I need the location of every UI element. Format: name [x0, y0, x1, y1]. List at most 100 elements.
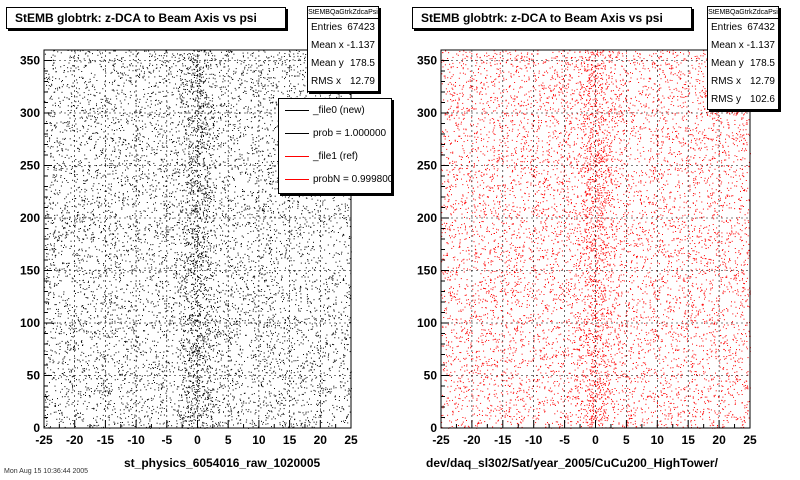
scatter-point	[133, 403, 135, 405]
scatter-point	[341, 268, 343, 270]
scatter-point	[189, 143, 191, 145]
scatter-point	[111, 376, 113, 378]
scatter-point	[96, 260, 98, 262]
scatter-point	[210, 274, 212, 276]
scatter-point	[174, 225, 176, 227]
scatter-point	[70, 67, 72, 69]
scatter-point	[171, 242, 173, 244]
scatter-point	[342, 279, 344, 281]
scatter-point	[318, 341, 320, 343]
scatter-point	[122, 114, 124, 116]
scatter-point	[155, 153, 157, 154]
scatter-point	[331, 425, 333, 427]
scatter-point	[211, 86, 213, 88]
scatter-point	[150, 96, 152, 98]
scatter-point	[66, 334, 67, 336]
scatter-point	[317, 211, 319, 213]
scatter-point	[226, 73, 228, 75]
scatter-point	[161, 401, 163, 403]
scatter-point	[275, 83, 277, 85]
scatter-point	[209, 145, 211, 147]
scatter-point	[149, 161, 151, 163]
scatter-point	[190, 329, 192, 331]
scatter-point	[193, 199, 195, 201]
scatter-point	[275, 230, 277, 232]
scatter-point	[85, 272, 87, 274]
scatter-point	[55, 169, 57, 171]
scatter-point	[254, 356, 256, 358]
scatter-point	[251, 81, 252, 83]
scatter-point	[184, 287, 186, 289]
scatter-point	[148, 76, 150, 78]
scatter-point	[239, 153, 241, 155]
scatter-point	[115, 108, 117, 110]
scatter-point	[322, 390, 324, 392]
scatter-point	[137, 238, 139, 240]
scatter-point	[290, 216, 292, 218]
scatter-point	[213, 124, 214, 126]
scatter-point	[114, 242, 116, 244]
scatter-point	[171, 66, 173, 68]
scatter-point	[197, 376, 199, 378]
scatter-point	[187, 405, 189, 407]
scatter-point	[210, 417, 212, 419]
scatter-point	[315, 334, 317, 336]
scatter-point	[82, 205, 84, 207]
scatter-point	[196, 292, 197, 294]
scatter-point	[100, 302, 102, 304]
scatter-point	[82, 50, 84, 52]
scatter-point	[188, 56, 190, 58]
scatter-point	[195, 264, 197, 266]
scatter-point	[147, 68, 149, 70]
scatter-point	[147, 415, 149, 417]
scatter-point	[61, 216, 63, 218]
scatter-point	[54, 385, 56, 387]
scatter-point	[193, 376, 195, 377]
scatter-point	[163, 203, 165, 205]
scatter-point	[87, 211, 89, 213]
scatter-point	[70, 369, 72, 371]
scatter-point	[155, 351, 157, 353]
scatter-point	[177, 222, 179, 223]
scatter-point	[320, 347, 322, 349]
scatter-point	[247, 289, 249, 290]
scatter-point	[304, 223, 306, 225]
scatter-point	[120, 323, 122, 325]
scatter-point	[314, 390, 316, 392]
scatter-point	[192, 143, 194, 145]
scatter-point	[199, 261, 200, 263]
scatter-point	[264, 365, 266, 367]
scatter-point	[201, 136, 203, 138]
scatter-point	[110, 72, 112, 74]
scatter-point	[187, 332, 189, 334]
scatter-point	[186, 233, 188, 235]
scatter-point	[114, 222, 116, 224]
scatter-point	[213, 116, 215, 118]
scatter-point	[71, 327, 73, 329]
scatter-point	[281, 216, 283, 218]
scatter-point	[102, 240, 104, 241]
scatter-point	[246, 152, 248, 154]
scatter-point	[274, 166, 276, 167]
scatter-point	[276, 87, 278, 89]
scatter-point	[53, 159, 55, 161]
scatter-point	[270, 309, 272, 311]
scatter-point	[198, 87, 200, 89]
scatter-point	[184, 106, 186, 108]
scatter-point	[125, 51, 127, 53]
scatter-point	[200, 119, 202, 121]
scatter-point	[108, 205, 109, 207]
scatter-point	[82, 403, 84, 405]
scatter-point	[210, 399, 212, 401]
scatter-point	[298, 365, 299, 367]
scatter-point	[195, 80, 197, 82]
scatter-point	[140, 351, 142, 353]
scatter-point	[194, 325, 196, 326]
scatter-point	[233, 106, 235, 108]
scatter-point	[219, 203, 221, 205]
scatter-point	[221, 142, 222, 144]
scatter-point	[167, 267, 169, 269]
scatter-point	[271, 264, 273, 266]
scatter-point	[60, 176, 62, 178]
scatter-point	[72, 278, 74, 280]
